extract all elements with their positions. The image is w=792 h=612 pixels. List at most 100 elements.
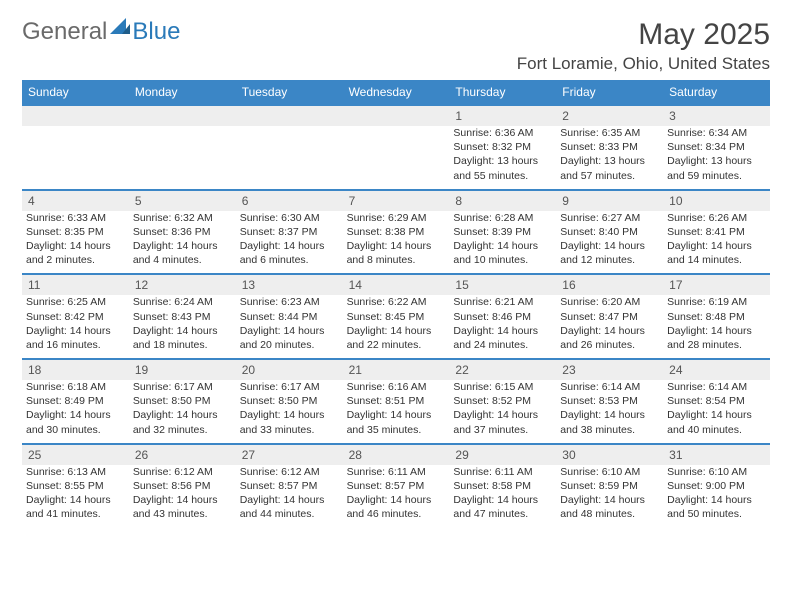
day-number: 8 <box>449 191 556 211</box>
weekday-cell: Friday <box>556 80 663 104</box>
day-line: Sunset: 9:00 PM <box>667 479 766 493</box>
day-line: Sunrise: 6:14 AM <box>560 380 659 394</box>
day-line: and 10 minutes. <box>453 253 552 267</box>
day-line: Daylight: 14 hours <box>453 493 552 507</box>
day-number: 4 <box>22 191 129 211</box>
day-line: and 37 minutes. <box>453 423 552 437</box>
day-line: Daylight: 14 hours <box>133 239 232 253</box>
header: General Blue May 2025 Fort Loramie, Ohio… <box>22 18 770 74</box>
calendar: SundayMondayTuesdayWednesdayThursdayFrid… <box>22 80 770 527</box>
day-line: Sunrise: 6:11 AM <box>453 465 552 479</box>
day-number <box>22 106 129 126</box>
day-number: 12 <box>129 275 236 295</box>
day-number: 18 <box>22 360 129 380</box>
day-line: and 40 minutes. <box>667 423 766 437</box>
week-row: Sunrise: 6:33 AMSunset: 8:35 PMDaylight:… <box>22 211 770 274</box>
day-line: Daylight: 14 hours <box>667 239 766 253</box>
brand-part2: Blue <box>132 18 180 46</box>
weekday-cell: Wednesday <box>343 80 450 104</box>
day-line: Daylight: 14 hours <box>667 324 766 338</box>
day-cell: Sunrise: 6:17 AMSunset: 8:50 PMDaylight:… <box>236 380 343 443</box>
day-line: and 4 minutes. <box>133 253 232 267</box>
day-line: Sunrise: 6:16 AM <box>347 380 446 394</box>
week-row: Sunrise: 6:18 AMSunset: 8:49 PMDaylight:… <box>22 380 770 443</box>
day-line: Sunset: 8:49 PM <box>26 394 125 408</box>
day-line: Daylight: 14 hours <box>347 239 446 253</box>
day-cell: Sunrise: 6:14 AMSunset: 8:53 PMDaylight:… <box>556 380 663 443</box>
day-line: Sunrise: 6:11 AM <box>347 465 446 479</box>
day-line: Sunset: 8:52 PM <box>453 394 552 408</box>
day-line: Daylight: 14 hours <box>133 408 232 422</box>
day-line: and 12 minutes. <box>560 253 659 267</box>
day-line: Sunset: 8:43 PM <box>133 310 232 324</box>
day-line: Sunrise: 6:10 AM <box>560 465 659 479</box>
day-line: Sunrise: 6:22 AM <box>347 295 446 309</box>
day-line: and 18 minutes. <box>133 338 232 352</box>
brand-part1: General <box>22 18 107 46</box>
day-line: Sunset: 8:41 PM <box>667 225 766 239</box>
day-line: and 57 minutes. <box>560 169 659 183</box>
day-line: Daylight: 14 hours <box>26 239 125 253</box>
day-cell: Sunrise: 6:11 AMSunset: 8:58 PMDaylight:… <box>449 465 556 528</box>
day-line: Daylight: 14 hours <box>240 493 339 507</box>
day-number <box>343 106 450 126</box>
day-number: 11 <box>22 275 129 295</box>
day-line: Daylight: 14 hours <box>240 324 339 338</box>
day-number <box>236 106 343 126</box>
day-cell: Sunrise: 6:10 AMSunset: 9:00 PMDaylight:… <box>663 465 770 528</box>
brand-logo: General Blue <box>22 18 180 46</box>
day-number: 14 <box>343 275 450 295</box>
day-number: 9 <box>556 191 663 211</box>
day-line: Sunset: 8:35 PM <box>26 225 125 239</box>
day-number: 23 <box>556 360 663 380</box>
day-line: and 28 minutes. <box>667 338 766 352</box>
day-line: and 20 minutes. <box>240 338 339 352</box>
day-line: and 2 minutes. <box>26 253 125 267</box>
day-line: Sunset: 8:37 PM <box>240 225 339 239</box>
day-number: 26 <box>129 445 236 465</box>
day-number: 6 <box>236 191 343 211</box>
day-line: Sunset: 8:46 PM <box>453 310 552 324</box>
day-line: Sunset: 8:33 PM <box>560 140 659 154</box>
day-line: Sunset: 8:57 PM <box>347 479 446 493</box>
day-line: Sunrise: 6:17 AM <box>133 380 232 394</box>
day-line: and 46 minutes. <box>347 507 446 521</box>
day-line: Daylight: 13 hours <box>453 154 552 168</box>
day-cell: Sunrise: 6:35 AMSunset: 8:33 PMDaylight:… <box>556 126 663 189</box>
day-line: Sunrise: 6:12 AM <box>240 465 339 479</box>
day-line: Daylight: 14 hours <box>240 239 339 253</box>
day-cell: Sunrise: 6:12 AMSunset: 8:56 PMDaylight:… <box>129 465 236 528</box>
location-text: Fort Loramie, Ohio, United States <box>517 54 770 74</box>
day-number: 24 <box>663 360 770 380</box>
day-line: Daylight: 14 hours <box>667 493 766 507</box>
daynum-row: 25262728293031 <box>22 443 770 465</box>
day-line: Daylight: 14 hours <box>347 324 446 338</box>
day-cell: Sunrise: 6:20 AMSunset: 8:47 PMDaylight:… <box>556 295 663 358</box>
day-line: and 6 minutes. <box>240 253 339 267</box>
day-cell <box>129 126 236 189</box>
day-line: and 44 minutes. <box>240 507 339 521</box>
day-line: Daylight: 13 hours <box>560 154 659 168</box>
day-number: 16 <box>556 275 663 295</box>
week-row: Sunrise: 6:13 AMSunset: 8:55 PMDaylight:… <box>22 465 770 528</box>
day-line: and 43 minutes. <box>133 507 232 521</box>
day-line: Sunrise: 6:21 AM <box>453 295 552 309</box>
day-line: Daylight: 14 hours <box>453 239 552 253</box>
day-number: 21 <box>343 360 450 380</box>
day-number: 3 <box>663 106 770 126</box>
day-number: 31 <box>663 445 770 465</box>
day-cell: Sunrise: 6:36 AMSunset: 8:32 PMDaylight:… <box>449 126 556 189</box>
day-line: Daylight: 14 hours <box>560 324 659 338</box>
week-row: Sunrise: 6:36 AMSunset: 8:32 PMDaylight:… <box>22 126 770 189</box>
day-number: 17 <box>663 275 770 295</box>
day-line: Sunrise: 6:26 AM <box>667 211 766 225</box>
day-line: Sunrise: 6:12 AM <box>133 465 232 479</box>
day-line: Sunrise: 6:36 AM <box>453 126 552 140</box>
day-number: 5 <box>129 191 236 211</box>
day-cell: Sunrise: 6:30 AMSunset: 8:37 PMDaylight:… <box>236 211 343 274</box>
day-line: Sunrise: 6:32 AM <box>133 211 232 225</box>
title-block: May 2025 Fort Loramie, Ohio, United Stat… <box>517 18 770 74</box>
day-number: 10 <box>663 191 770 211</box>
day-number: 19 <box>129 360 236 380</box>
day-line: and 14 minutes. <box>667 253 766 267</box>
